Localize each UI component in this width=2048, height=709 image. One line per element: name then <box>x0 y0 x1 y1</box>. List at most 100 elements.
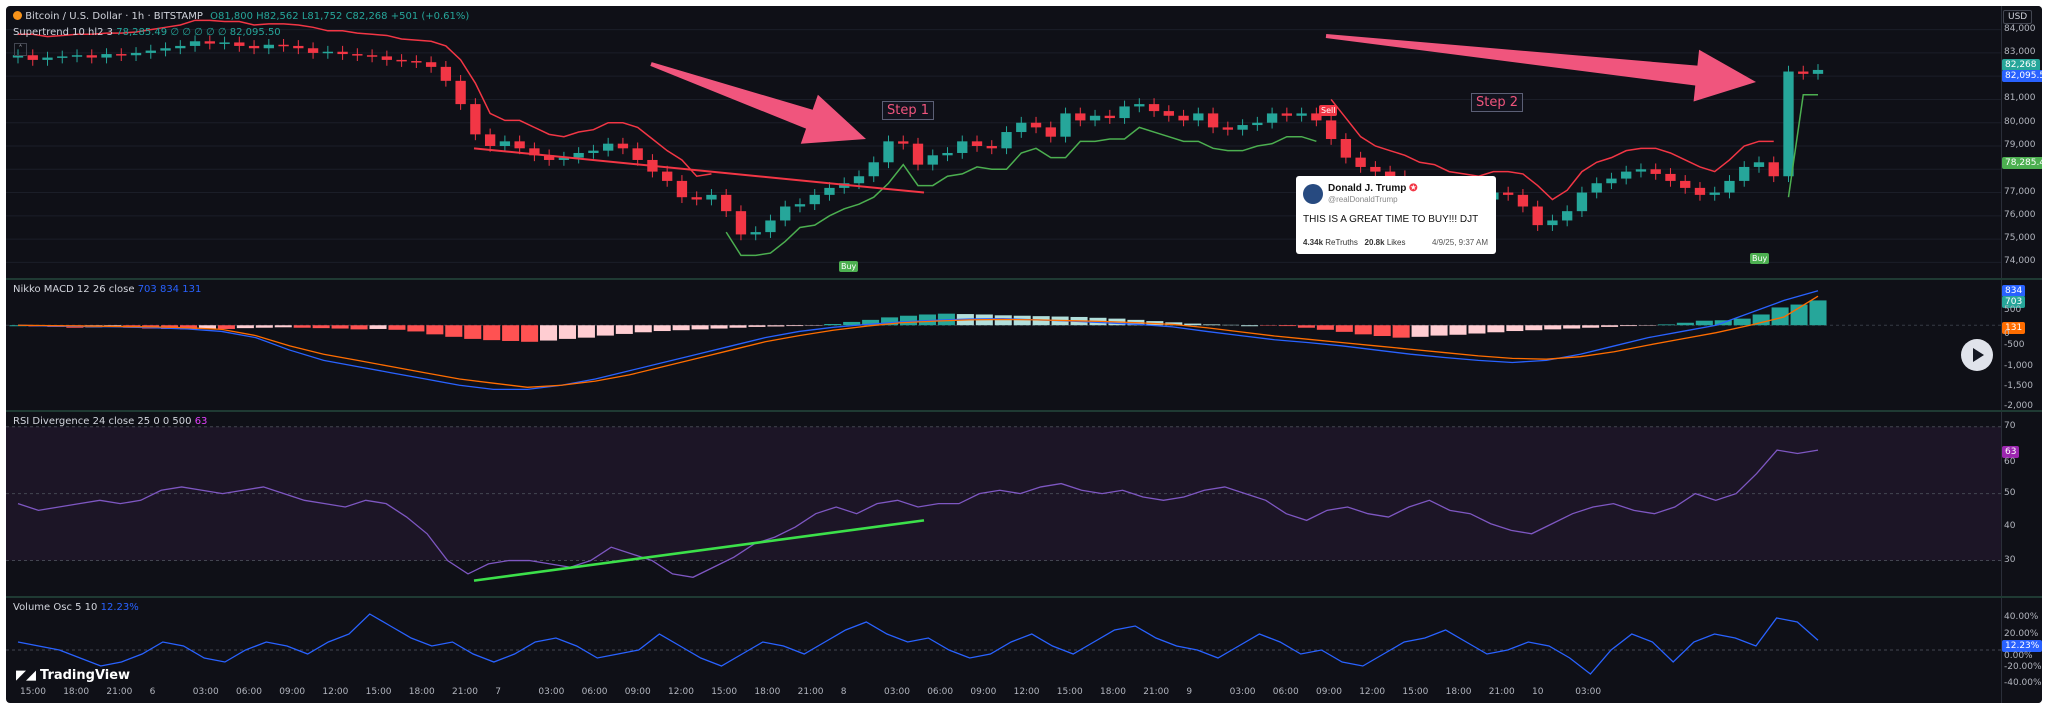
candle-body <box>1325 120 1337 140</box>
candle-body <box>942 152 953 156</box>
macd-histogram-bar <box>1563 325 1581 329</box>
price-axis-column[interactable] <box>2001 6 2042 703</box>
time-axis-label: 18:00 <box>408 687 435 697</box>
candle-body <box>1340 139 1352 158</box>
time-axis-label: 12:00 <box>1359 687 1386 697</box>
candle-body <box>1753 162 1765 167</box>
macd-histogram-bar <box>521 325 539 342</box>
macd-histogram-bar <box>1032 316 1050 326</box>
candle-body <box>1355 157 1366 167</box>
candle-body <box>529 148 540 156</box>
macd-signal-tag: 703 <box>2002 296 2026 308</box>
macd-histogram-bar <box>426 325 444 335</box>
rsi-axis-label: 70 <box>2004 420 2016 431</box>
time-axis-label: 15:00 <box>20 687 46 697</box>
symbol-legend[interactable]: Bitcoin / U.S. Dollar · 1h · BITSTAMP O8… <box>13 11 469 22</box>
candle-body <box>189 41 201 46</box>
macd-histogram-bar <box>786 325 804 327</box>
macd-histogram-bar <box>255 325 273 328</box>
pane-separator[interactable] <box>6 278 2042 280</box>
macd-histogram-bar <box>615 325 633 334</box>
macd-legend[interactable]: Nikko MACD 12 26 close 703 834 131 <box>13 284 201 295</box>
candle-body <box>1606 178 1617 184</box>
macd-histogram-bar <box>767 325 785 327</box>
time-axis-label: 06:00 <box>927 687 954 697</box>
volosc-line <box>17 613 1819 675</box>
currency-button[interactable]: USD <box>2003 10 2033 24</box>
macd-hist-tag: 131 <box>2002 321 2026 334</box>
macd-histogram-bar <box>312 325 330 329</box>
rsi-legend[interactable]: RSI Divergence 24 close 25 0 0 500 63 <box>13 416 207 427</box>
collapse-legend-icon[interactable]: ˄ <box>14 43 27 56</box>
supertrend-price-tag: 82,095.50 <box>2002 69 2042 82</box>
macd-histogram-bar <box>1657 324 1675 326</box>
candle-body <box>1045 127 1056 137</box>
candle-body <box>366 55 378 57</box>
macd-histogram-bar <box>217 325 235 329</box>
tweet-handle: @realDonaldTrump <box>1328 195 1398 204</box>
tweet-date: 4/9/25, 9:37 AM <box>1431 238 1488 247</box>
macd-histogram-bar <box>369 325 387 329</box>
macd-histogram-bar <box>1203 324 1221 326</box>
supertrend-down-line <box>18 19 712 178</box>
macd-histogram-bar <box>1316 325 1334 330</box>
macd-histogram-bar <box>1733 318 1751 326</box>
candle-body <box>632 148 643 160</box>
candle-body <box>898 141 909 144</box>
time-axis-label: 21:00 <box>1488 687 1515 697</box>
candle-body <box>337 51 348 55</box>
time-axis-label: 10 <box>1532 687 1544 697</box>
candle-body <box>971 141 983 146</box>
replay-button[interactable] <box>1961 339 1993 371</box>
candle-body <box>234 42 245 46</box>
candle-body <box>1532 206 1543 226</box>
macd-histogram-bar <box>1771 307 1789 326</box>
chart-canvas[interactable] <box>6 6 2042 703</box>
candle-body <box>1252 122 1263 126</box>
buy-signal: Buy <box>839 261 859 272</box>
macd-axis-label: -2,000 <box>2004 401 2034 411</box>
pane-separator[interactable] <box>6 596 2042 598</box>
candle-body <box>1089 115 1101 121</box>
tweet-author: Donald J. Trump ✪ <box>1328 183 1418 194</box>
candle-body <box>809 194 820 205</box>
tweet-card: Donald J. Trump ✪ @realDonaldTrump THIS … <box>1296 176 1496 254</box>
macd-histogram-bar <box>710 325 728 329</box>
tradingview-logo[interactable]: ◤◢ TradingView <box>16 668 131 683</box>
candle-body <box>57 56 68 58</box>
time-axis-label: 21:00 <box>1143 687 1170 697</box>
play-icon <box>1973 348 1984 362</box>
candle-body <box>1650 169 1661 174</box>
candle-body <box>1384 171 1396 177</box>
macd-histogram-bar <box>843 321 861 326</box>
candle-body <box>263 44 274 49</box>
candle-body <box>750 232 761 235</box>
candle-body <box>1665 173 1676 181</box>
macd-histogram-bar <box>1525 325 1543 331</box>
time-axis-label: 21:00 <box>797 687 824 697</box>
candle-body <box>1694 187 1706 195</box>
macd-histogram-bar <box>236 325 254 329</box>
candle-body <box>381 56 393 60</box>
candle-body <box>543 155 555 160</box>
macd-histogram-bar <box>634 325 652 333</box>
candle-body <box>1621 171 1632 179</box>
rsi-axis-label: 60 <box>2004 457 2016 468</box>
candle-body <box>1104 115 1115 119</box>
volosc-legend[interactable]: Volume Osc 5 10 12.23% <box>13 602 139 613</box>
tweet-text: THIS IS A GREAT TIME TO BUY!!! DJT <box>1303 214 1479 225</box>
volosc-axis-label: 20.00% <box>2004 629 2039 639</box>
candle-body <box>573 152 584 158</box>
rsi-axis-label: 50 <box>2004 487 2016 498</box>
candle-body <box>1576 192 1588 212</box>
time-axis-label: 03:00 <box>192 687 219 697</box>
macd-histogram-bar <box>1335 325 1353 332</box>
time-axis-label: 03:00 <box>538 687 565 697</box>
supertrend-legend[interactable]: Supertrend 10 hl2 3 78,285.49 ∅ ∅ ∅ ∅ ∅ … <box>13 27 281 38</box>
candle-body <box>1001 132 1012 149</box>
supertrend-up-tag: 78,285.49 <box>2002 156 2042 169</box>
candle-body <box>455 80 466 105</box>
pane-separator[interactable] <box>6 410 2042 412</box>
price-axis-label: 75,000 <box>2004 233 2036 244</box>
